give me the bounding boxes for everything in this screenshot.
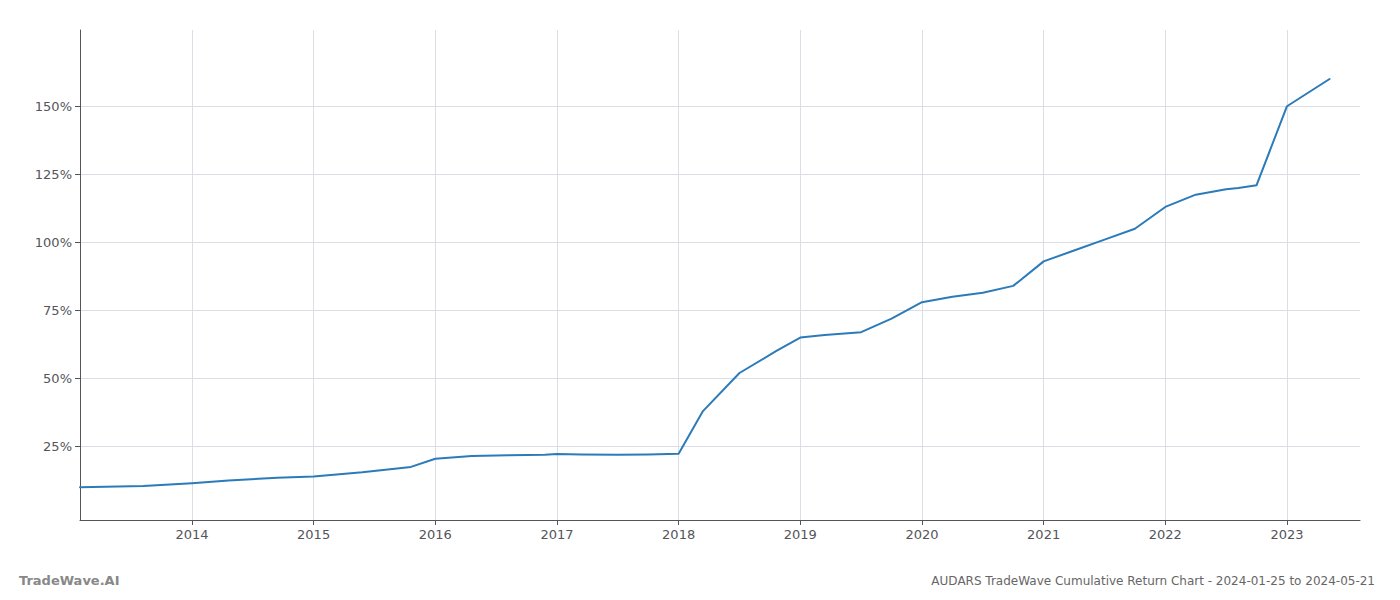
svg-text:2017: 2017	[540, 527, 573, 542]
svg-text:2021: 2021	[1027, 527, 1060, 542]
svg-text:125%: 125%	[35, 167, 72, 182]
svg-text:2014: 2014	[175, 527, 208, 542]
svg-text:2023: 2023	[1270, 527, 1303, 542]
svg-text:75%: 75%	[43, 303, 72, 318]
svg-text:50%: 50%	[43, 371, 72, 386]
svg-text:150%: 150%	[35, 99, 72, 114]
svg-text:2018: 2018	[662, 527, 695, 542]
svg-text:100%: 100%	[35, 235, 72, 250]
svg-text:2022: 2022	[1149, 527, 1182, 542]
svg-text:AUDARS TradeWave Cumulative Re: AUDARS TradeWave Cumulative Return Chart…	[931, 574, 1375, 588]
svg-text:TradeWave.AI: TradeWave.AI	[19, 573, 120, 588]
svg-text:2019: 2019	[784, 527, 817, 542]
svg-text:2020: 2020	[905, 527, 938, 542]
svg-text:2015: 2015	[297, 527, 330, 542]
svg-text:2016: 2016	[419, 527, 452, 542]
svg-text:25%: 25%	[43, 439, 72, 454]
